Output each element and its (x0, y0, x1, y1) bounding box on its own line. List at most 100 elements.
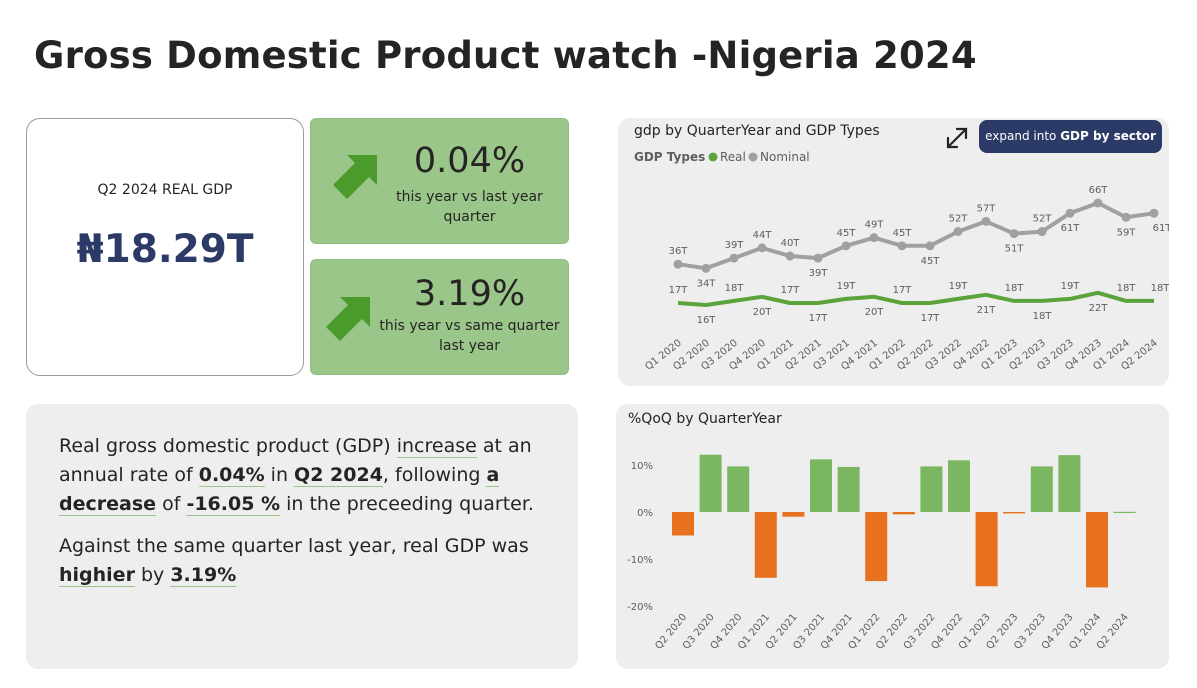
real-gdp-card: Q2 2024 REAL GDP ₦18.29T (26, 118, 304, 376)
y-axis-tick-label: -10% (627, 555, 653, 566)
summary-text: Real gross domestic product (GDP) (59, 435, 397, 457)
yoy-value: 3.19% (413, 274, 526, 314)
bar (1113, 511, 1136, 514)
nominal-data-label: 49T (865, 220, 885, 231)
arrow-up-right-icon (326, 297, 370, 341)
real-data-label: 18T (1033, 311, 1053, 322)
nominal-point (1037, 227, 1047, 237)
nominal-point (813, 253, 823, 263)
nominal-point (897, 241, 907, 251)
bar (1058, 455, 1081, 512)
summary-paragraph-1: Real gross domestic product (GDP) increa… (59, 432, 569, 519)
chart-title: gdp by QuarterYear and GDP Types (634, 123, 880, 139)
gdp-line-chart-panel: gdp by QuarterYear and GDP Types GDP Type… (618, 118, 1169, 386)
bar (699, 454, 722, 512)
legend-nominal-marker (748, 152, 758, 162)
summary-highlight-decrease: a decrease (59, 464, 500, 516)
legend-real-marker (708, 152, 718, 162)
real-data-label: 19T (949, 281, 969, 292)
summary-text: Against the same quarter last year, real… (59, 535, 529, 557)
summary-paragraph-2: Against the same quarter last year, real… (59, 532, 569, 590)
nominal-data-label: 52T (949, 214, 969, 225)
bar (920, 466, 943, 512)
summary-text: by (134, 564, 171, 586)
real-data-label: 16T (697, 315, 717, 326)
nominal-point (981, 216, 991, 226)
real-data-label: 18T (1005, 283, 1025, 294)
summary-text: at an annual rate of (59, 435, 532, 486)
real-data-label: 18T (1117, 283, 1137, 294)
real-data-label: 17T (921, 313, 941, 324)
bar (727, 466, 750, 512)
real-data-label: 17T (781, 285, 801, 296)
nominal-point (1065, 208, 1075, 218)
page-title: Gross Domestic Product watch -Nigeria 20… (34, 34, 977, 77)
nominal-data-label: 36T (669, 246, 689, 257)
nominal-data-label: 39T (809, 268, 829, 279)
real-data-label: 17T (669, 285, 689, 296)
summary-panel: Real gross domestic product (GDP) increa… (26, 404, 578, 669)
nominal-data-label: 45T (837, 228, 857, 239)
bar (1086, 512, 1108, 588)
y-axis-tick-label: 0% (637, 508, 653, 519)
bar (975, 512, 998, 587)
arrow-up-right-icon (333, 155, 377, 199)
summary-highlight-yoy: 3.19% (170, 564, 237, 587)
summary-highlight-quarter: Q2 2024 (294, 464, 383, 487)
real-gdp-label: Q2 2024 REAL GDP (97, 182, 233, 198)
nominal-point (869, 233, 879, 243)
nominal-data-label: 45T (921, 256, 941, 267)
legend-title: GDP Types (634, 150, 705, 164)
real-data-label: 20T (865, 307, 885, 318)
nominal-data-label: 51T (1005, 244, 1025, 255)
y-axis-tick-label: -20% (627, 602, 653, 613)
nominal-data-label: 44T (753, 230, 773, 241)
real-data-label: 22T (1089, 303, 1109, 314)
legend-nominal-label: Nominal (760, 150, 810, 164)
nominal-point (841, 241, 851, 251)
bar (865, 512, 888, 582)
yoy-sub-line2: last year (439, 338, 500, 354)
summary-highlight-prev: -16.05 % (186, 493, 281, 516)
real-data-label: 21T (977, 305, 997, 316)
yoy-sub-line1: this year vs same quarter (379, 318, 560, 334)
qoq-sub-line1: this year vs last year (396, 189, 543, 205)
real-data-label: 20T (753, 307, 773, 318)
bar (1003, 512, 1026, 514)
nominal-point (1149, 208, 1159, 218)
bar (837, 466, 860, 512)
summary-highlight-increase: increase (396, 435, 477, 458)
nominal-point (785, 251, 795, 261)
bar (810, 459, 832, 512)
real-data-label: 19T (837, 281, 857, 292)
legend-real-label: Real (720, 150, 746, 164)
nominal-point (925, 241, 935, 251)
nominal-data-label: 61T (1061, 223, 1081, 234)
expand-gdp-by-sector-button[interactable]: expand into GDP by sector (979, 120, 1162, 153)
real-data-label: 19T (1061, 281, 1081, 292)
summary-text: , following (382, 464, 487, 486)
y-axis-tick-label: 10% (631, 461, 653, 472)
real-data-label: 18T (1151, 283, 1169, 294)
qoq-value: 0.04% (413, 141, 526, 181)
expand-button-bold: GDP by sector (1060, 129, 1156, 143)
nominal-series-line (677, 201, 1155, 271)
bar (1030, 466, 1053, 512)
nominal-data-label: 45T (893, 228, 913, 239)
bar (754, 512, 777, 578)
nominal-data-label: 59T (1117, 227, 1137, 238)
summary-text: in the preceeding quarter. (280, 493, 534, 515)
nominal-data-label: 34T (697, 278, 717, 289)
real-data-label: 18T (725, 283, 745, 294)
expand-arrows-icon[interactable] (942, 123, 972, 153)
summary-text: of (156, 493, 187, 515)
nominal-point (757, 243, 767, 253)
real-gdp-value: ₦18.29T (76, 227, 254, 272)
real-data-label: 17T (893, 285, 913, 296)
nominal-data-label: 39T (725, 240, 745, 251)
summary-highlight-qoq: 0.04% (198, 464, 265, 487)
nominal-point (953, 227, 963, 237)
gdp-line-chart: gdp by QuarterYear and GDP Types GDP Type… (634, 123, 1169, 373)
qoq-sub-line2: quarter (443, 209, 496, 225)
